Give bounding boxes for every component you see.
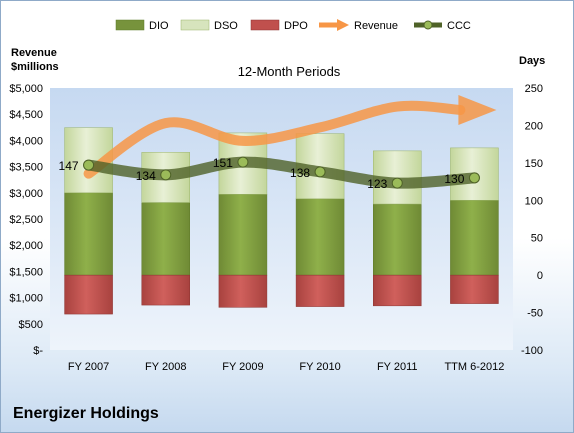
legend-swatch [115, 19, 145, 31]
right-axis-ticks: -100 -50 0 50 100 150 200 250 [521, 83, 543, 357]
x-tick-label: TTM 6-2012 [444, 361, 504, 373]
ccc-point [237, 156, 249, 168]
dio-bar [141, 202, 190, 276]
left-tick-label: $3,000 [9, 188, 43, 200]
ccc-point [83, 159, 95, 171]
dio-bar [373, 203, 422, 276]
left-tick-label: $2,500 [9, 214, 43, 226]
ccc-data-label: 123 [367, 177, 387, 191]
right-axis-label: Days [519, 55, 545, 67]
x-tick-label: FY 2007 [68, 361, 109, 373]
left-tick-label: $4,500 [9, 109, 43, 121]
dpo-bar [64, 274, 113, 315]
bar-series [64, 127, 499, 315]
ccc-data-label: 130 [444, 172, 464, 186]
legend-arrowhead [337, 19, 349, 31]
dio-bar [450, 200, 499, 276]
dpo-bar [450, 274, 499, 304]
ccc-data-label: 138 [290, 166, 310, 180]
chart-title: 12-Month Periods [238, 64, 341, 79]
right-tick-label: -50 [527, 308, 543, 320]
right-tick-label: -100 [521, 345, 543, 357]
left-tick-label: $3,500 [9, 162, 43, 174]
legend: DIO DSO DPO Revenue CCC [115, 19, 471, 32]
ccc-line [83, 156, 480, 189]
ccc-point [468, 172, 480, 184]
ccc-data-label: 134 [136, 169, 156, 183]
ccc-series: 147 134 151 138 123 130 [59, 156, 480, 191]
legend-label: Revenue [354, 20, 398, 32]
left-tick-label: $5,000 [9, 83, 43, 95]
revenue-line [83, 100, 466, 179]
dpo-bar [295, 274, 345, 307]
right-tick-label: 100 [525, 195, 543, 207]
ccc-point [160, 169, 172, 181]
right-tick-label: 150 [525, 158, 543, 170]
dio-bar [218, 194, 268, 276]
dio-bar [64, 192, 113, 276]
right-tick-label: 200 [525, 120, 543, 132]
ccc-point [391, 177, 403, 189]
dpo-bar [141, 274, 190, 306]
left-tick-label: $1,500 [9, 266, 43, 278]
x-tick-label: FY 2010 [299, 361, 340, 373]
left-tick-label: $4,000 [9, 135, 43, 147]
left-tick-label: $1,000 [9, 293, 43, 305]
right-tick-label: 250 [525, 83, 543, 95]
revenue-arrowhead [458, 95, 497, 126]
legend-marker [423, 20, 433, 30]
left-tick-label: $500 [19, 319, 43, 331]
dpo-bar [218, 274, 268, 308]
legend-label: CCC [447, 20, 471, 32]
x-tick-label: FY 2009 [222, 361, 263, 373]
legend-swatch [180, 19, 210, 31]
right-tick-label: 50 [531, 233, 543, 245]
plot-area [50, 88, 513, 350]
company-name: Energizer Holdings [13, 405, 159, 422]
left-axis-label-line1: Revenue [11, 47, 57, 59]
ccc-data-label: 151 [213, 156, 233, 170]
ccc-data-label: 147 [59, 159, 79, 173]
legend-label: DSO [214, 20, 238, 32]
legend-label: DIO [149, 20, 169, 32]
left-axis-label-line2: $millions [11, 61, 59, 73]
right-tick-label: 0 [537, 270, 543, 282]
legend-label: DPO [284, 20, 308, 32]
left-axis-ticks: $- $500 $1,000 $1,500 $2,000 $2,500 $3,000 $3,5… [9, 83, 43, 357]
legend-swatch [250, 19, 280, 31]
x-tick-label: FY 2011 [377, 361, 418, 373]
dpo-bar [373, 274, 422, 307]
x-axis-ticks: FY 2007 FY 2008 FY 2009 FY 2010 FY 2011 TTM 6… [68, 361, 504, 373]
dio-bar [295, 198, 345, 276]
revenue-series [83, 95, 497, 179]
left-tick-label: $- [33, 345, 43, 357]
x-tick-label: FY 2008 [145, 361, 186, 373]
left-tick-label: $2,000 [9, 240, 43, 252]
ccc-point [314, 166, 326, 178]
